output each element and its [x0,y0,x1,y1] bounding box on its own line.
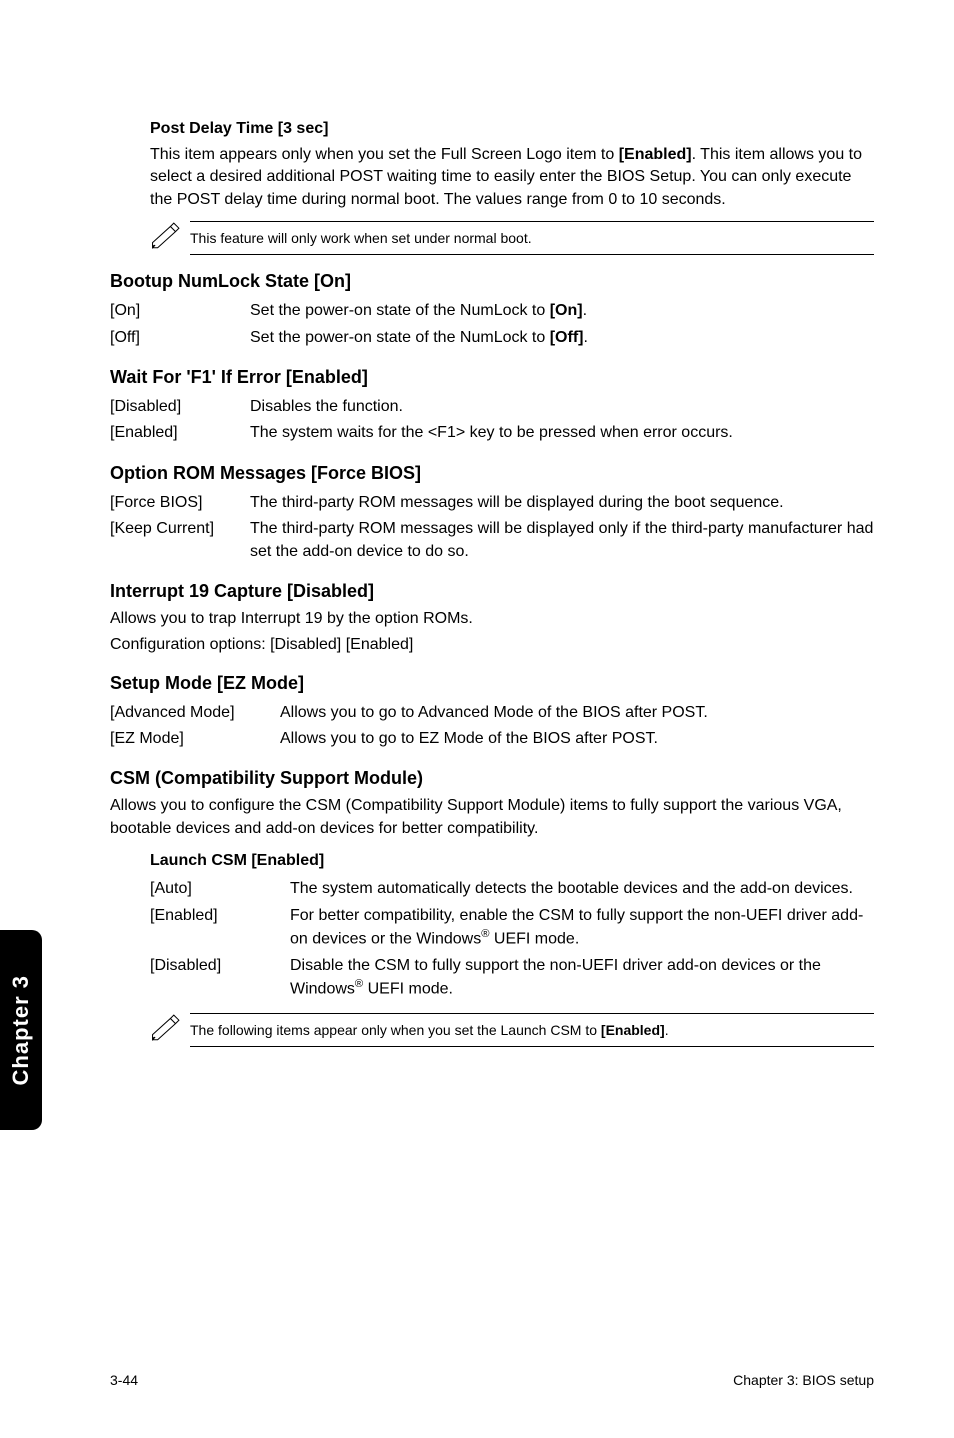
page-footer: 3-44 Chapter 3: BIOS setup [110,1372,874,1388]
launchcsm-heading: Launch CSM [Enabled] [150,852,874,870]
int19-heading: Interrupt 19 Capture [Disabled] [110,581,874,602]
optrom-table: [Force BIOS] The third-party ROM message… [110,490,874,565]
note-2-pre: The following items appear only when you… [190,1022,601,1038]
chapter-side-tab-text: Chapter 3 [8,975,34,1085]
opt-key: [Auto] [150,876,290,902]
chapter-title: Chapter 3: BIOS setup [733,1372,874,1388]
table-row: [Disabled] Disables the function. [110,394,874,420]
opt-val: The system waits for the <F1> key to be … [250,420,874,446]
launchcsm-table: [Auto] The system automatically detects … [150,876,874,1003]
chapter-side-tab: Chapter 3 [0,930,42,1130]
post-delay-body: This item appears only when you set the … [150,144,874,211]
opt-val: Set the power-on state of the NumLock to… [250,298,874,324]
opt-key: [Advanced Mode] [110,700,280,726]
table-row: [Disabled] Disable the CSM to fully supp… [150,953,874,1003]
opt-key: [Disabled] [150,953,290,1003]
note-2: The following items appear only when you… [150,1013,874,1047]
table-row: [Enabled] For better compatibility, enab… [150,903,874,953]
table-row: [Keep Current] The third-party ROM messa… [110,516,874,565]
opt-val-sup: ® [355,978,363,990]
pencil-icon [150,221,190,254]
numlock-heading: Bootup NumLock State [On] [110,271,874,292]
opt-val: Allows you to go to Advanced Mode of the… [280,700,874,726]
post-delay-body-pre: This item appears only when you set the … [150,146,619,163]
opt-key: [Keep Current] [110,516,250,565]
note-1-text: This feature will only work when set und… [190,221,874,255]
opt-val: Set the power-on state of the NumLock to… [250,325,874,351]
opt-val: Disables the function. [250,394,874,420]
page-number: 3-44 [110,1372,138,1388]
pencil-icon [150,1013,190,1046]
csm-heading: CSM (Compatibility Support Module) [110,768,874,789]
post-delay-body-bold: [Enabled] [619,146,692,163]
table-row: [Advanced Mode] Allows you to go to Adva… [110,700,874,726]
opt-val: The third-party ROM messages will be dis… [250,490,874,516]
opt-val-pre: Set the power-on state of the NumLock to [250,329,550,346]
opt-val: The system automatically detects the boo… [290,876,874,902]
post-delay-heading: Post Delay Time [3 sec] [150,120,874,138]
note-2-text: The following items appear only when you… [190,1013,874,1047]
opt-val-post: UEFI mode. [363,980,453,997]
opt-key: [On] [110,298,250,324]
opt-key: [Off] [110,325,250,351]
opt-val: Disable the CSM to fully support the non… [290,953,874,1003]
optrom-heading: Option ROM Messages [Force BIOS] [110,463,874,484]
note-1: This feature will only work when set und… [150,221,874,255]
note-2-post: . [665,1022,669,1038]
waitf1-table: [Disabled] Disables the function. [Enabl… [110,394,874,447]
table-row: [Enabled] The system waits for the <F1> … [110,420,874,446]
opt-val-post: . [583,329,587,346]
opt-key: [Enabled] [110,420,250,446]
setupmode-table: [Advanced Mode] Allows you to go to Adva… [110,700,874,753]
opt-val: The third-party ROM messages will be dis… [250,516,874,565]
opt-val: Allows you to go to EZ Mode of the BIOS … [280,726,874,752]
setupmode-heading: Setup Mode [EZ Mode] [110,673,874,694]
opt-val-pre: Set the power-on state of the NumLock to [250,302,550,319]
table-row: [EZ Mode] Allows you to go to EZ Mode of… [110,726,874,752]
numlock-table: [On] Set the power-on state of the NumLo… [110,298,874,351]
table-row: [Force BIOS] The third-party ROM message… [110,490,874,516]
page-container: Post Delay Time [3 sec] This item appear… [0,0,954,1438]
opt-val-post: . [583,302,587,319]
opt-val-bold: [On] [550,302,583,319]
opt-key: [EZ Mode] [110,726,280,752]
table-row: [On] Set the power-on state of the NumLo… [110,298,874,324]
csm-body: Allows you to configure the CSM (Compati… [110,795,874,840]
int19-line2: Configuration options: [Disabled] [Enabl… [110,634,874,656]
note-2-bold: [Enabled] [601,1022,665,1038]
waitf1-heading: Wait For 'F1' If Error [Enabled] [110,367,874,388]
opt-key: [Force BIOS] [110,490,250,516]
int19-line1: Allows you to trap Interrupt 19 by the o… [110,608,874,630]
launchcsm-section: Launch CSM [Enabled] [Auto] The system a… [150,852,874,1003]
post-delay-section: Post Delay Time [3 sec] This item appear… [150,120,874,211]
opt-key: [Enabled] [150,903,290,953]
opt-val-post: UEFI mode. [489,930,579,947]
table-row: [Auto] The system automatically detects … [150,876,874,902]
table-row: [Off] Set the power-on state of the NumL… [110,325,874,351]
opt-val: For better compatibility, enable the CSM… [290,903,874,953]
opt-key: [Disabled] [110,394,250,420]
opt-val-bold: [Off] [550,329,584,346]
